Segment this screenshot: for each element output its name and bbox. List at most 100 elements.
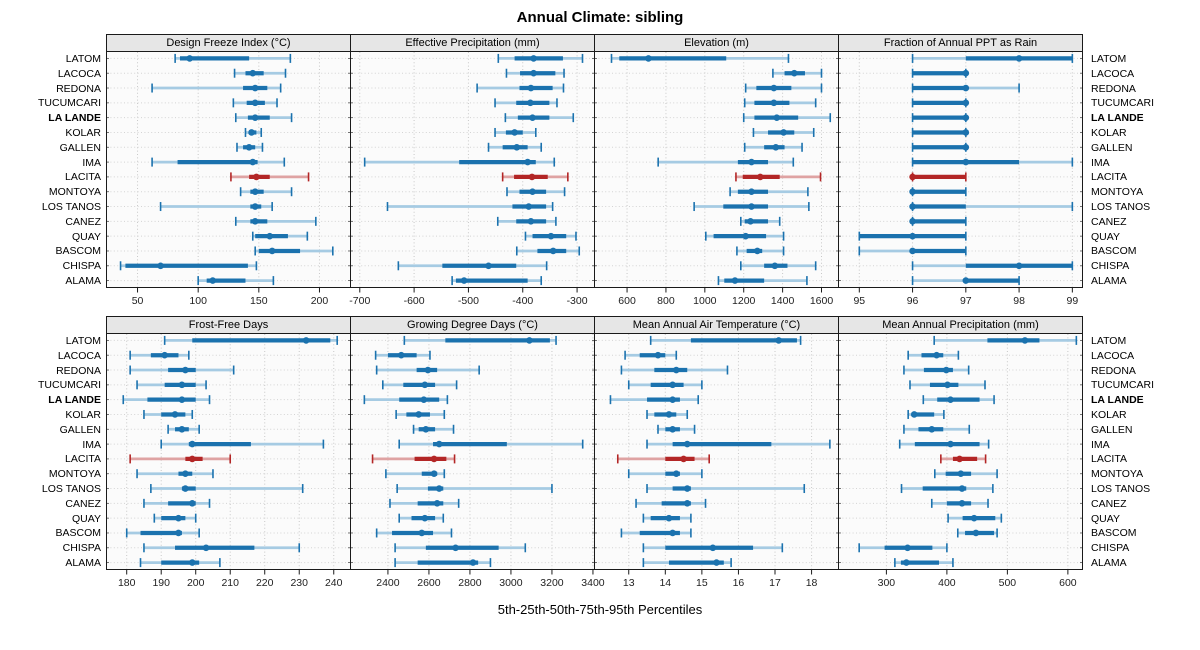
- axis-tick-label: 2400: [376, 577, 400, 589]
- station-label: BASCOM: [1091, 527, 1137, 540]
- percentile-row-los-tanos: [150, 484, 304, 494]
- percentile-row-montoya: [627, 469, 703, 479]
- percentile-row-bascom: [736, 246, 785, 256]
- median-dot: [513, 143, 521, 151]
- station-label-column-left: LATOM LACOCA REDONA TUCUMCARI LA LANDE KOLAR G…: [0, 316, 106, 592]
- panel-plot: 180 190 200 210 220 230 240: [106, 333, 351, 589]
- percentile-row-lacoca: [374, 350, 431, 360]
- panel-background: [594, 51, 839, 288]
- median-dot: [958, 485, 966, 492]
- median-dot: [928, 425, 936, 433]
- station-label: CANEZ: [1091, 215, 1127, 228]
- axis-tick-label: 95: [853, 295, 865, 307]
- median-dot: [435, 440, 443, 448]
- percentile-row-latom: [649, 335, 802, 345]
- percentile-row-quay: [642, 513, 692, 523]
- panel-plot: 300 400 500 600: [838, 333, 1083, 589]
- median-dot: [903, 559, 910, 566]
- percentile-row-gallen: [412, 424, 455, 434]
- percentile-row-canez: [496, 216, 557, 226]
- median-dot: [654, 351, 662, 359]
- axis-tick-label: 16: [733, 577, 745, 589]
- station-label: MONTOYA: [1091, 186, 1144, 199]
- percentile-row-redona: [911, 83, 1020, 93]
- median-dot: [186, 55, 193, 62]
- median-dot: [962, 99, 970, 107]
- percentile-row-bascom: [858, 246, 967, 256]
- percentile-row-tucumcari: [232, 98, 278, 108]
- station-label: LA LANDE: [48, 394, 101, 407]
- station-label: LOS TANOS: [1091, 483, 1151, 496]
- median-dot: [202, 544, 210, 552]
- axis-tick-label: 13: [623, 577, 635, 589]
- panel-strip-title: Mean Annual Precipitation (mm): [838, 316, 1083, 334]
- station-label: BASCOM: [55, 245, 101, 258]
- panel-plot: 13 14 15 16 17 18: [594, 333, 839, 589]
- station-label: QUAY: [1091, 512, 1120, 525]
- median-dot: [251, 203, 259, 210]
- percentile-row-lacita: [371, 454, 456, 464]
- percentile-row-la-lande: [609, 395, 700, 405]
- median-dot: [665, 411, 673, 418]
- percentile-row-canez: [389, 498, 460, 508]
- median-dot: [910, 411, 918, 418]
- median-dot: [962, 69, 970, 77]
- station-label: KOLAR: [65, 126, 101, 139]
- median-dot: [420, 396, 428, 403]
- panel-plot: 50 100 150 200: [106, 51, 351, 307]
- median-dot: [683, 500, 691, 507]
- percentile-row-alama: [911, 276, 1020, 286]
- median-dot: [188, 559, 196, 566]
- panel-background: [106, 333, 351, 570]
- percentile-row-los-tanos: [693, 202, 810, 212]
- axis-tick-label: 220: [256, 577, 274, 589]
- percentile-row-los-tanos: [900, 484, 994, 494]
- median-dot: [452, 544, 459, 552]
- percentile-row-chispa: [143, 543, 301, 553]
- percentile-row-lacita: [129, 454, 232, 464]
- percentile-row-chispa: [740, 261, 817, 271]
- percentile-row-redona: [903, 365, 970, 375]
- percentile-row-los-tanos: [159, 202, 273, 212]
- percentile-row-quay: [398, 513, 445, 523]
- percentile-row-lacita: [501, 172, 569, 182]
- median-dot: [972, 529, 980, 537]
- median-dot: [747, 218, 754, 225]
- percentile-row-montoya: [506, 187, 566, 197]
- median-dot: [524, 158, 531, 166]
- station-label: QUAY: [72, 230, 101, 243]
- panel-strip-title: Mean Annual Air Temperature (°C): [594, 316, 839, 334]
- panel-growing-degree-days-c: Growing Degree Days (°C) 2400 2600 2800 3000…: [350, 316, 605, 591]
- axis-tick-label: -600: [404, 295, 425, 307]
- percentile-row-los-tanos: [396, 484, 553, 494]
- percentile-row-quay: [524, 231, 577, 241]
- median-dot: [421, 514, 429, 522]
- median-dot: [956, 455, 963, 463]
- percentile-row-bascom: [375, 528, 453, 538]
- median-dot: [947, 396, 954, 403]
- percentile-row-canez: [143, 498, 211, 508]
- median-dot: [748, 203, 755, 210]
- median-dot: [962, 129, 970, 136]
- panel-border: [838, 51, 1083, 288]
- station-label: LATOM: [1091, 334, 1127, 347]
- station-label: CANEZ: [65, 215, 101, 228]
- median-dot: [527, 218, 535, 225]
- percentile-row-canez: [635, 498, 707, 508]
- percentile-row-canez: [740, 216, 781, 226]
- axis-tick-label: 180: [118, 577, 136, 589]
- station-label: IMA: [82, 438, 101, 451]
- station-label: GALLEN: [1091, 141, 1133, 154]
- percentile-row-montoya: [729, 187, 809, 197]
- panel-background: [838, 333, 1083, 570]
- axis-tick-label: 600: [1059, 577, 1077, 589]
- station-label: IMA: [82, 156, 101, 169]
- station-label: LACITA: [1091, 453, 1127, 466]
- percentile-row-kolar: [494, 127, 537, 137]
- percentile-row-bascom: [125, 528, 200, 538]
- station-label: LOS TANOS: [41, 483, 101, 496]
- median-dot: [933, 351, 940, 359]
- median-dot: [529, 114, 536, 121]
- median-dot: [178, 396, 186, 403]
- axis-tick-label: 200: [187, 577, 205, 589]
